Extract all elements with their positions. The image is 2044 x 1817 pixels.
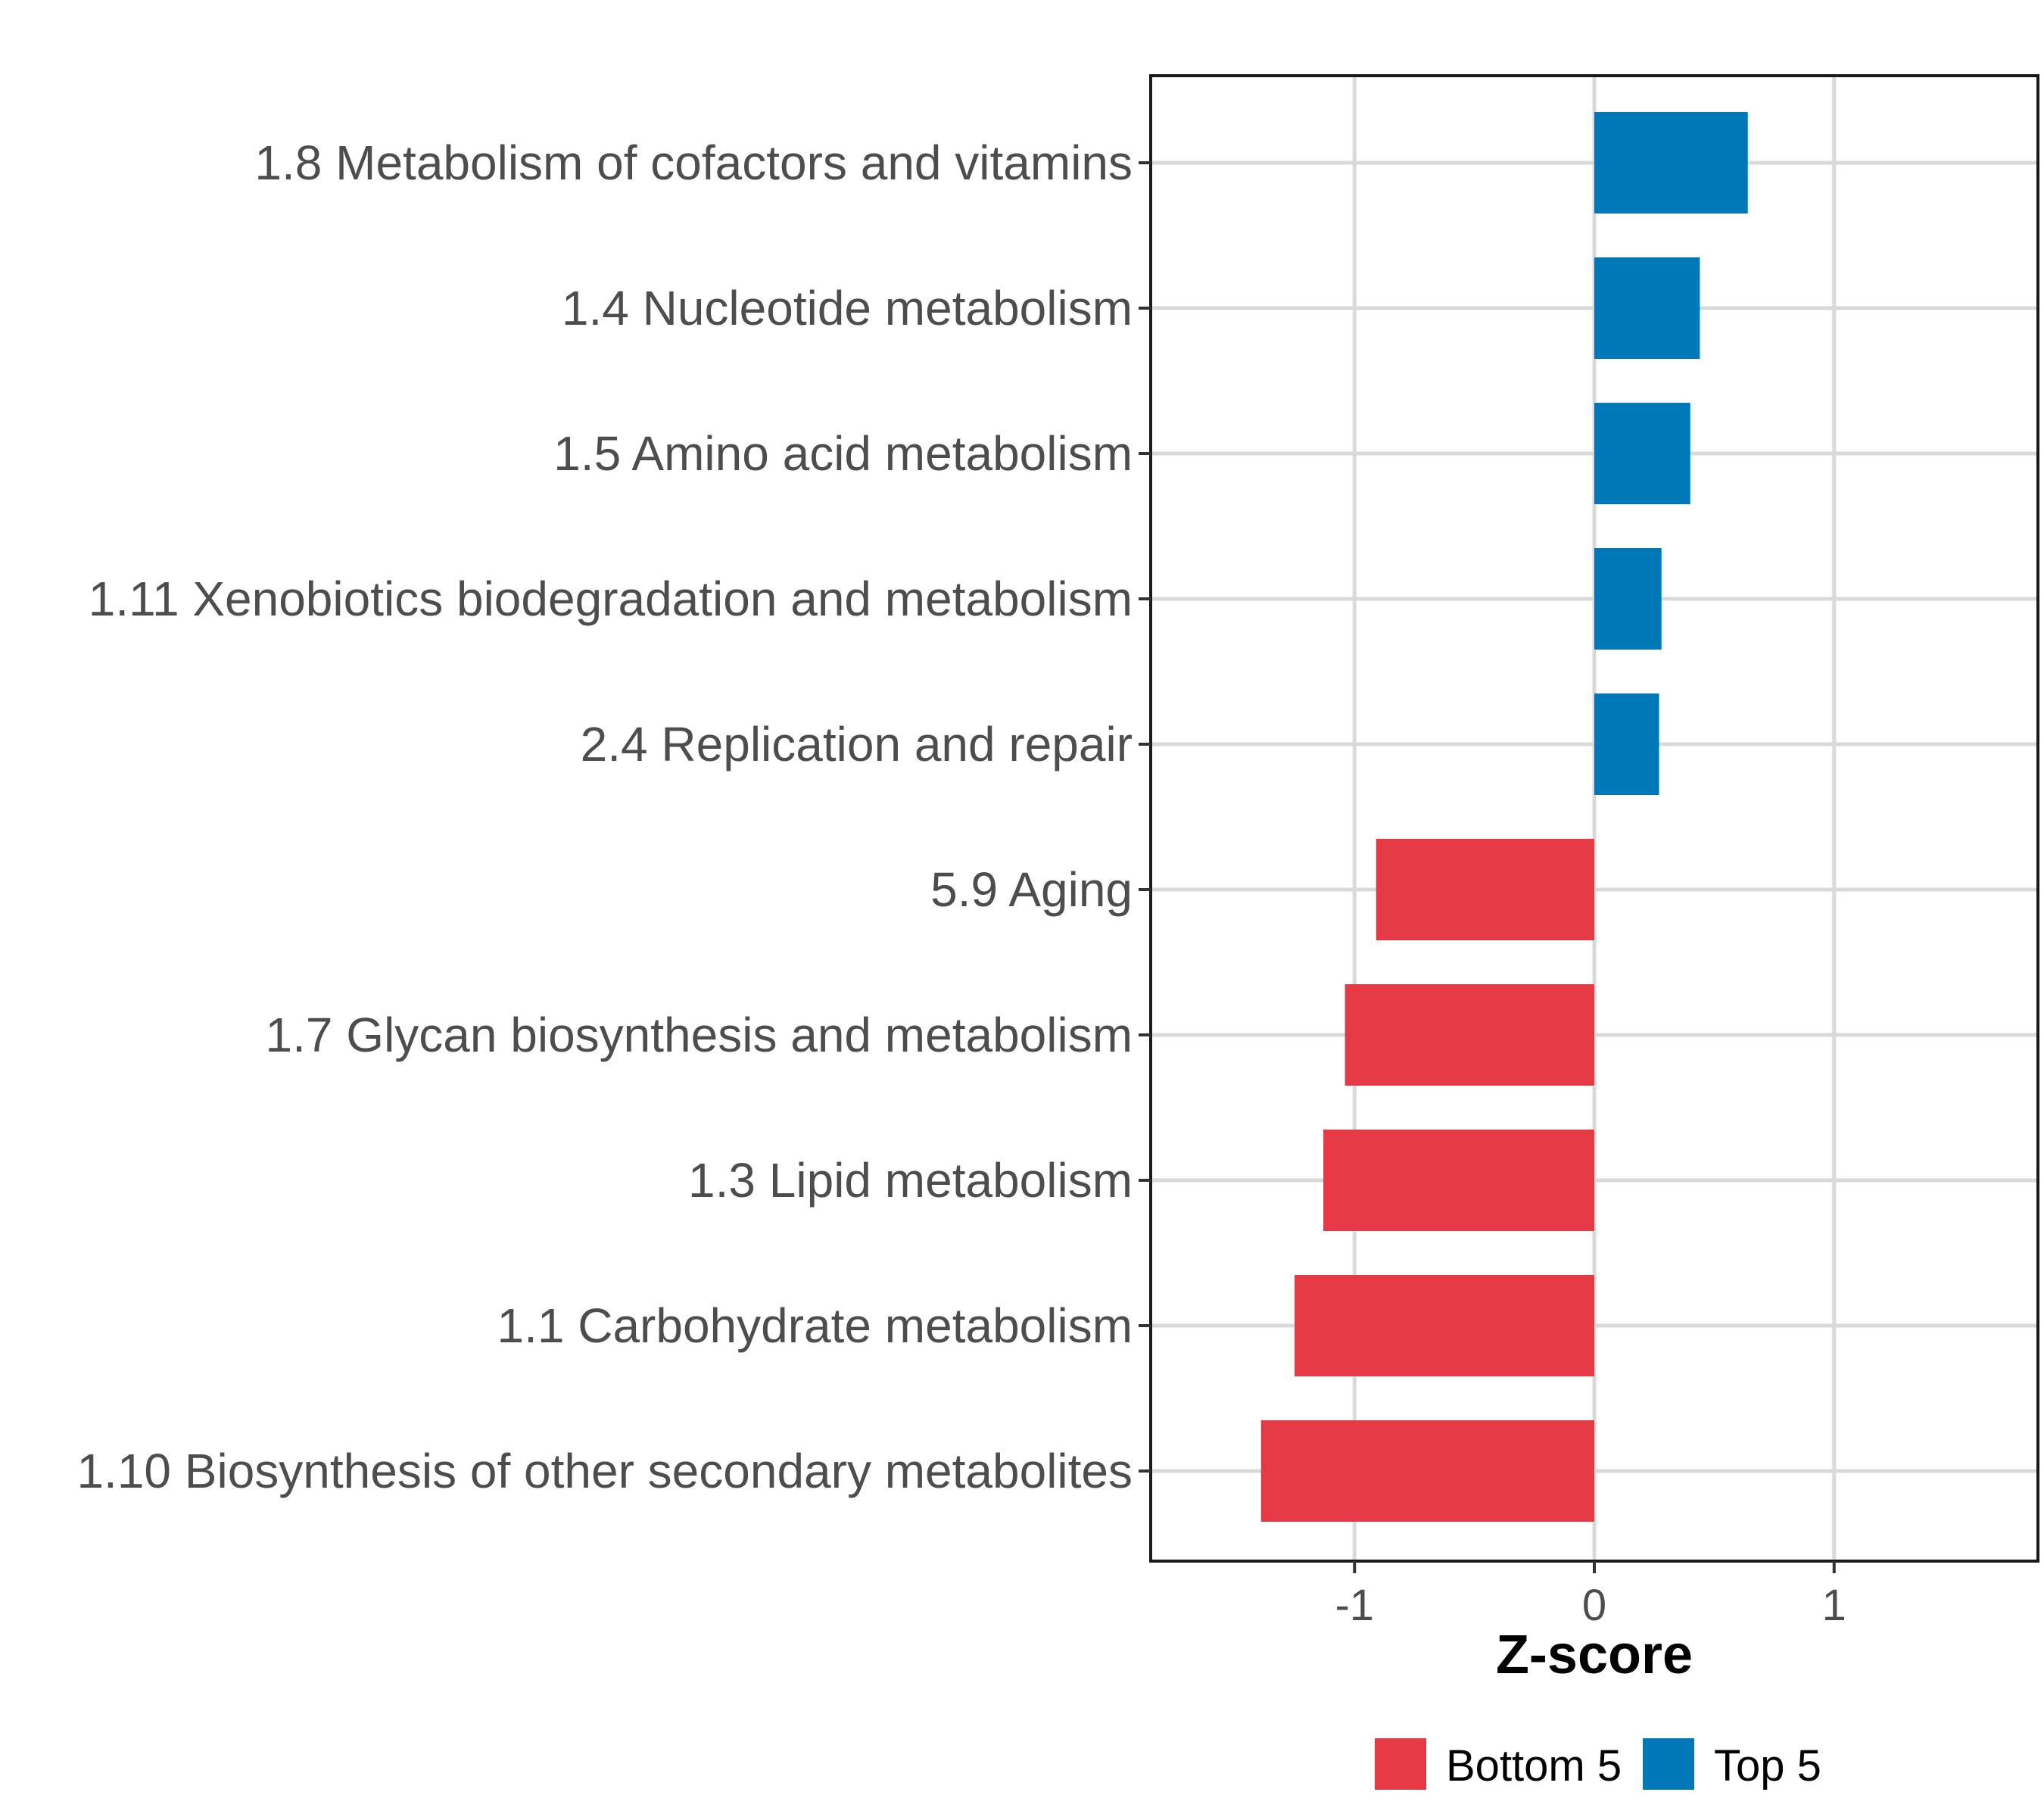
legend-label: Top 5 xyxy=(1714,1741,1821,1791)
bar xyxy=(1376,839,1594,940)
legend-swatch xyxy=(1643,1738,1694,1790)
y-axis-ticks xyxy=(1139,161,1151,1473)
category-label: 2.4 Replication and repair xyxy=(581,717,1133,771)
category-label: 1.7 Glycan biosynthesis and metabolism xyxy=(266,1008,1133,1062)
x-axis-ticks xyxy=(1353,1561,1836,1573)
bars xyxy=(1260,112,1748,1522)
bar xyxy=(1344,984,1594,1086)
x-axis-title: Z-score xyxy=(1496,1625,1693,1685)
x-tick-label: 0 xyxy=(1582,1581,1606,1630)
bar xyxy=(1594,403,1690,504)
bar xyxy=(1260,1420,1594,1522)
x-tick-label: 1 xyxy=(1822,1581,1846,1630)
category-label: 1.10 Biosynthesis of other secondary met… xyxy=(76,1444,1133,1498)
legend: Bottom 5 Top 5 xyxy=(1375,1738,1821,1791)
bar xyxy=(1594,257,1700,359)
legend-label: Bottom 5 xyxy=(1446,1741,1622,1791)
bar xyxy=(1323,1130,1594,1231)
category-label: 1.3 Lipid metabolism xyxy=(688,1153,1133,1208)
bar xyxy=(1594,112,1748,213)
category-label: 1.4 Nucleotide metabolism xyxy=(562,281,1133,335)
bar xyxy=(1295,1275,1594,1376)
category-label: 1.11 Xenobiotics biodegradation and meta… xyxy=(89,572,1133,626)
bar xyxy=(1594,548,1662,650)
legend-swatch xyxy=(1375,1738,1426,1790)
bar xyxy=(1594,693,1659,795)
category-label: 1.8 Metabolism of cofactors and vitamins xyxy=(254,136,1133,190)
y-axis-labels: 1.8 Metabolism of cofactors and vitamins… xyxy=(76,136,1133,1498)
category-label: 5.9 Aging xyxy=(930,862,1133,917)
x-tick-label: -1 xyxy=(1335,1581,1374,1630)
category-label: 1.5 Amino acid metabolism xyxy=(553,426,1133,481)
category-label: 1.1 Carbohydrate metabolism xyxy=(497,1298,1133,1353)
x-axis-labels: -1 0 1 xyxy=(1335,1581,1846,1630)
